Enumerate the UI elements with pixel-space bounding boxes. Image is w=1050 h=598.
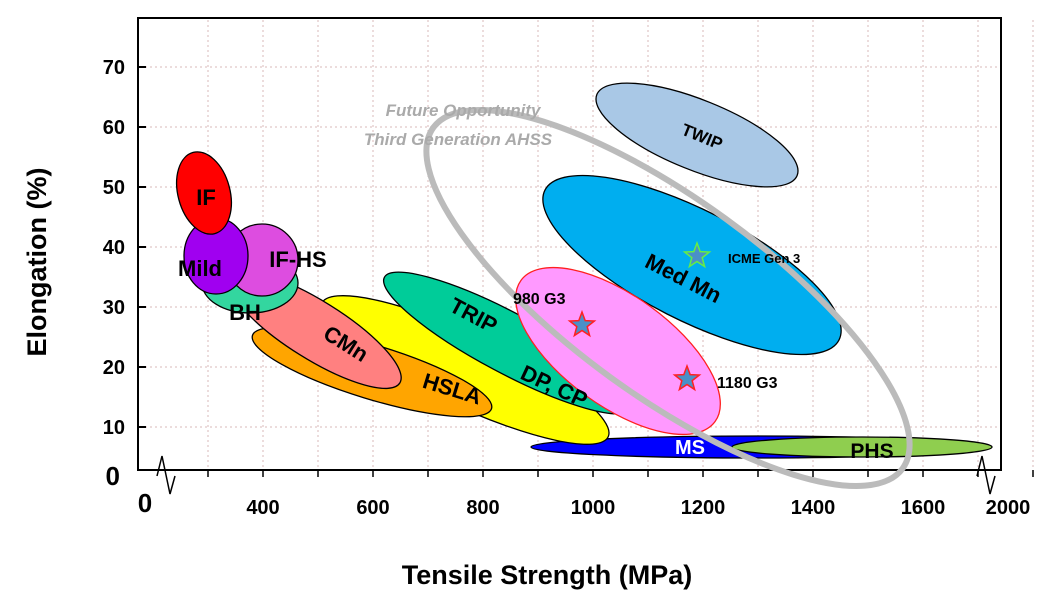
third-gen-opportunity-outline [423,107,913,489]
annotation-line-2: Third Generation AHSS [364,130,553,149]
region-g3 [515,266,721,436]
y-tick-label: 0 [106,461,120,491]
y-tick-label: 70 [103,57,125,79]
x-tick-label: 400 [246,497,279,519]
x-tick-label: 1200 [681,497,726,519]
star-marker [682,240,712,269]
region-if [175,151,233,235]
star-marker [567,309,597,338]
region-label: BH [229,300,261,325]
x-tick-label: 800 [466,497,499,519]
point-label: 1180 G3 [717,375,778,392]
region-label: IF-HS [269,247,326,272]
axis-break-left [156,455,176,495]
y-tick-label: 30 [103,297,125,319]
point-label: ICME Gen 3 [728,251,800,266]
x-tick-label: 1600 [901,497,946,519]
region-label: PHS [850,440,893,463]
y-axis-title: Elongation (%) [22,168,52,357]
x-axis-title: Tensile Strength (MPa) [402,560,693,590]
plot-frame [137,17,1002,471]
x-tick-label: 2000 [986,497,1031,519]
region-label: MS [675,437,705,459]
y-tick-label: 60 [103,117,125,139]
x-tick-label: 1000 [571,497,616,519]
y-tick-label: 40 [103,237,125,259]
region-label: IF [196,185,216,210]
star-marker [672,363,702,392]
y-tick-label: 20 [103,357,125,379]
x-tick-label: 600 [356,497,389,519]
axis-break-right [976,455,996,495]
region-twip [595,82,799,188]
x-tick-label: 1400 [791,497,836,519]
ticks: 0 400 600 800 1000 1200 1400 1600 2000 0 10 20 30 40 5… [103,57,1034,519]
grid [140,20,1034,468]
annotation-line-1: Future Opportunity [386,101,542,120]
point-label: 980 G3 [513,291,566,308]
x-tick-label: 0 [138,488,152,518]
y-tick-label: 50 [103,177,125,199]
region-label: Mild [178,256,222,281]
y-tick-label: 10 [103,417,125,439]
